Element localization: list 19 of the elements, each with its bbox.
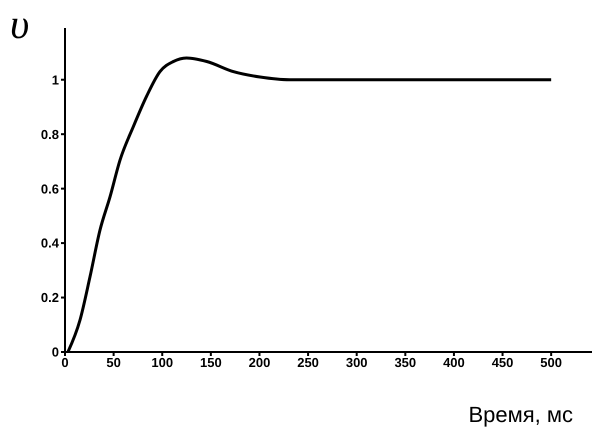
x-tick-label: 50 <box>106 355 121 370</box>
x-tick-label: 500 <box>540 355 562 370</box>
y-tick-label: 1 <box>52 72 59 88</box>
x-tick-label: 300 <box>346 355 368 370</box>
x-axis-title: Время, мс <box>468 402 573 428</box>
y-tick-label: 0.8 <box>40 126 59 142</box>
x-tick-label: 150 <box>200 355 222 370</box>
y-tick-label: 0 <box>52 344 59 360</box>
x-tick-label: 400 <box>443 355 465 370</box>
y-tick-label: 0.6 <box>40 181 59 196</box>
y-tick-label: 0.2 <box>40 290 59 306</box>
x-tick-label: 100 <box>151 355 174 370</box>
x-tick-label: 200 <box>248 355 270 370</box>
y-tick-label: 0.4 <box>40 236 60 251</box>
x-tick-label: 0 <box>61 355 69 370</box>
x-tick-label: 350 <box>394 355 416 370</box>
x-tick-label: 450 <box>492 355 514 370</box>
y-axis-title: υ <box>10 1 30 50</box>
x-tick-label: 250 <box>297 355 319 370</box>
